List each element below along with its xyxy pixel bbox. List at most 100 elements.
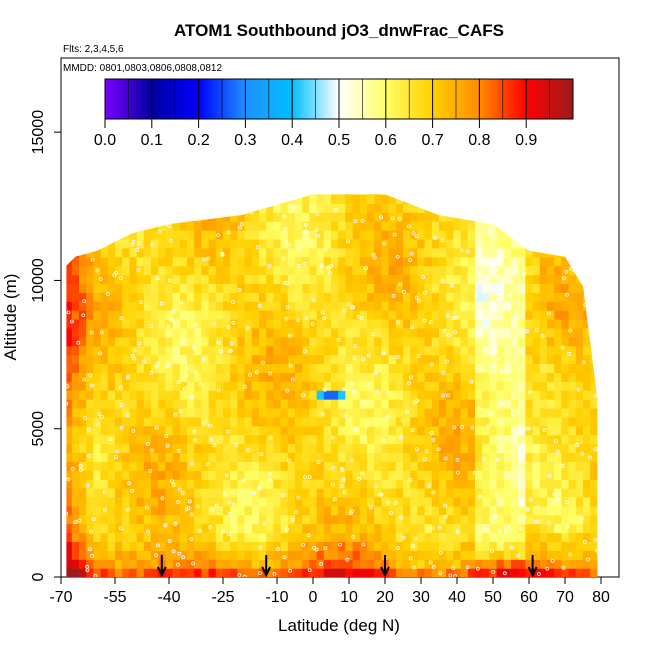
heatmap-cell [107,327,116,338]
heatmap-cell [439,318,447,329]
heatmap-cell [539,416,548,427]
observation-point [166,361,171,366]
heatmap-cell [381,496,390,507]
heatmap-cell [237,434,246,445]
heatmap-cell [280,318,289,329]
heatmap-cell [331,203,339,213]
heatmap-cell [107,514,116,525]
heatmap-cell [244,301,253,311]
heatmap-cell [302,461,310,471]
heatmap-cell [251,221,260,231]
heatmap-cell [259,247,267,258]
heatmap-cell [129,283,138,293]
observation-point [311,298,316,303]
heatmap-cell [395,505,404,516]
heatmap-cell [453,363,462,373]
heatmap-cell [331,247,339,258]
heatmap-cell [518,479,526,489]
heatmap-cell [352,505,361,516]
heatmap-cell [280,541,289,551]
heatmap-cell [179,541,188,551]
heatmap-cell [374,470,382,480]
heatmap-cell [187,301,195,311]
heatmap-cell [107,443,116,454]
observation-point [499,541,504,545]
heatmap-cell [287,434,296,445]
heatmap-cell [208,443,217,454]
heatmap-cell [561,461,570,471]
heatmap-cell [71,568,80,577]
heatmap-cell [381,327,390,338]
heatmap-cell [496,265,505,276]
heatmap-cell [158,203,166,213]
heatmap-cell [475,345,483,356]
heatmap-cell [460,238,469,249]
heatmap-cell [66,194,73,204]
heatmap-cell [410,256,418,267]
heatmap-cell [129,274,138,284]
heatmap-cell [496,496,505,507]
observation-point [86,213,91,218]
heatmap-cell [107,354,116,365]
heatmap-cell [93,372,102,382]
heatmap-cell [151,212,159,222]
heatmap-cell [230,336,238,347]
heatmap-cell [230,283,238,293]
heatmap-cell [194,354,202,365]
observation-point [572,262,577,267]
heatmap-cell [302,221,310,231]
heatmap-cell [71,390,80,400]
heatmap-cell [467,488,476,498]
heatmap-cell [179,336,188,347]
observation-point [516,409,521,414]
heatmap-cell [575,203,584,213]
heatmap-cell [201,559,210,569]
heatmap-cell [100,541,109,551]
heatmap-cell [143,541,152,551]
heatmap-cell [66,416,73,427]
heatmap-cell [187,274,195,284]
heatmap-cell [532,425,541,436]
heatmap-cell [244,550,253,560]
heatmap-cell [410,194,418,196]
heatmap-cell [554,247,562,258]
heatmap-cell [352,390,361,400]
heatmap-cell [475,212,483,222]
heatmap-cell [215,354,224,365]
heatmap-cell [223,221,231,231]
observation-point [540,334,545,338]
heatmap-cell [467,541,476,551]
heatmap-cell [316,194,325,196]
heatmap-cell [482,399,490,409]
heatmap-cell [482,238,490,249]
heatmap-cell [295,256,303,267]
heatmap-cell [431,310,440,320]
heatmap-cell [561,212,570,222]
heatmap-cell [539,345,548,356]
heatmap-cell [424,532,433,543]
heatmap-cell [331,416,339,427]
observation-point [519,526,523,531]
observation-point [288,333,292,338]
heatmap-cell [143,336,152,347]
heatmap-cell [388,256,397,267]
observation-point [119,385,123,390]
heatmap-cell [525,434,534,445]
heatmap-cell [410,550,418,560]
heatmap-cell [518,443,526,454]
heatmap-cell [323,559,332,569]
heatmap-cell [453,532,462,543]
heatmap-cell [237,327,246,338]
heatmap-cell [532,318,541,329]
heatmap-cell [496,221,505,231]
heatmap-cell [388,354,397,365]
heatmap-cell [475,505,483,516]
heatmap-cell [309,354,318,365]
heatmap-cell [143,301,152,311]
heatmap-cell [237,363,246,373]
heatmap-cell [381,177,389,187]
observation-point [234,443,239,448]
heatmap-cell [431,230,440,240]
heatmap-cell [532,550,541,560]
